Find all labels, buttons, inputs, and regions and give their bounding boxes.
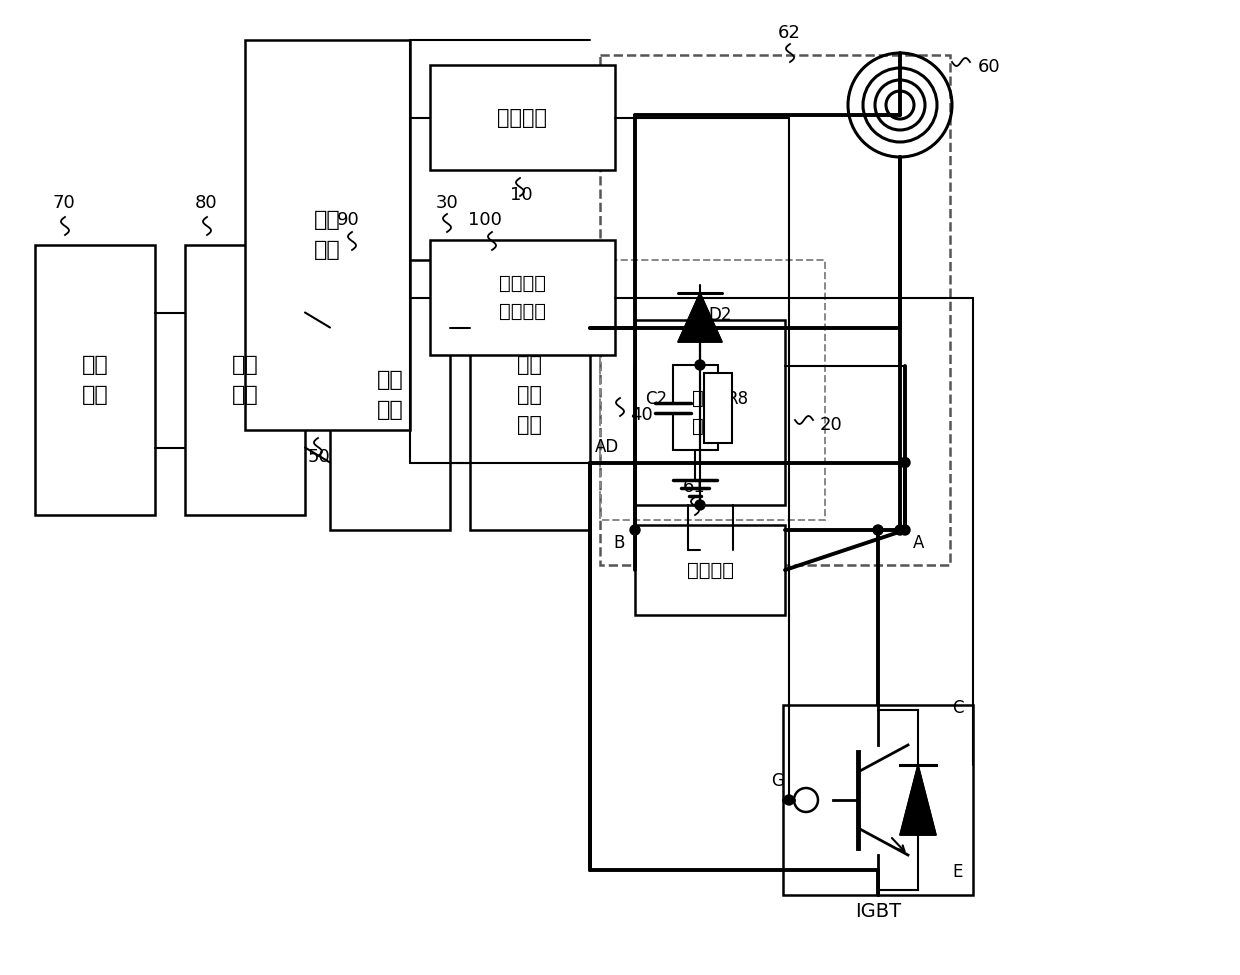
Text: 70: 70 [52,194,74,212]
Text: 62: 62 [777,24,801,42]
Text: B: B [613,534,625,552]
Circle shape [900,457,910,467]
Text: 61: 61 [683,478,706,496]
Circle shape [784,795,794,805]
Text: IGBT: IGBT [854,902,901,921]
Bar [430,240,615,355]
Circle shape [873,525,883,535]
Text: 20: 20 [820,416,843,434]
Text: 100: 100 [467,211,502,229]
Text: C2: C2 [645,389,667,408]
Bar [635,525,785,615]
Text: 驱动模块: 驱动模块 [497,107,548,128]
Circle shape [694,500,706,510]
Polygon shape [678,293,722,342]
Bar [430,65,615,170]
Bar [185,245,305,515]
Bar [246,40,410,430]
Polygon shape [900,765,936,835]
Bar [470,260,590,530]
Text: 40: 40 [630,406,652,424]
Text: 整流
模块: 整流 模块 [232,355,258,405]
Circle shape [630,525,640,535]
Bar [600,260,825,520]
Text: 80: 80 [195,194,218,212]
Text: 50: 50 [308,448,331,466]
Circle shape [900,525,910,535]
Text: 平滑
滤波
电容: 平滑 滤波 电容 [517,356,543,435]
Text: 同步检
测模块: 同步检 测模块 [692,389,728,436]
Text: D2: D2 [708,306,732,324]
Text: A: A [913,534,924,552]
Bar [330,260,450,530]
Circle shape [694,360,706,370]
Text: 10: 10 [510,186,533,204]
Text: 60: 60 [978,58,1001,76]
Bar [35,245,155,515]
Text: 30: 30 [436,194,459,212]
Text: G: G [771,772,785,790]
Text: 电源
模块: 电源 模块 [82,355,108,405]
Text: R8: R8 [725,389,748,408]
Bar [635,320,785,505]
Text: C: C [952,699,963,717]
Bar [782,705,973,895]
Text: 滤波
模块: 滤波 模块 [377,370,403,420]
Text: 90: 90 [337,211,360,229]
Circle shape [895,525,905,535]
Text: 驱动电压
调节模块: 驱动电压 调节模块 [498,274,546,321]
Text: E: E [952,863,963,881]
Text: AD: AD [595,439,619,456]
Bar [600,55,950,565]
Text: 谐振电容: 谐振电容 [687,561,734,579]
Text: 控制
模块: 控制 模块 [314,211,341,259]
Bar [704,372,732,443]
